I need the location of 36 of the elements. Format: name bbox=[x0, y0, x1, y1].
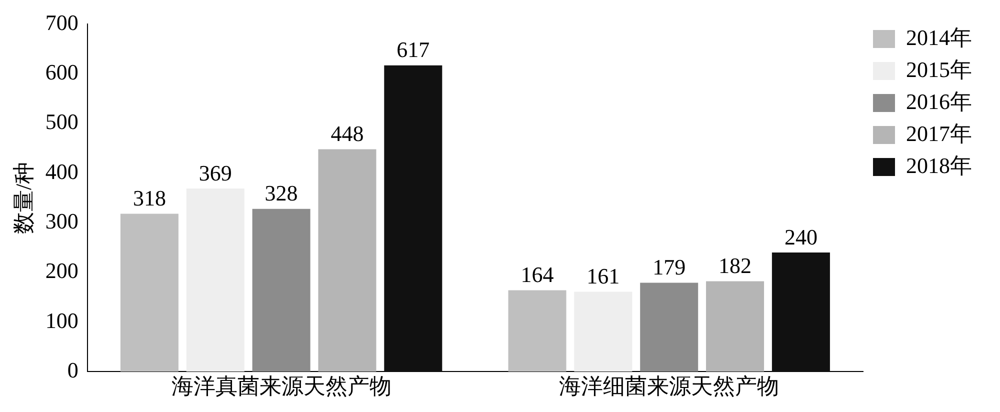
bar bbox=[384, 65, 442, 372]
data-label: 318 bbox=[132, 186, 166, 211]
bar bbox=[772, 252, 830, 372]
legend-label: 2016年 bbox=[906, 88, 972, 114]
data-label: 164 bbox=[520, 262, 554, 287]
bar bbox=[574, 292, 632, 372]
data-label: 617 bbox=[396, 37, 430, 62]
y-tick-label: 400 bbox=[45, 158, 78, 184]
x-tick-label: 海洋细菌来源天然产物 bbox=[559, 374, 780, 399]
bar bbox=[640, 282, 698, 372]
y-tick-label: 200 bbox=[45, 258, 78, 284]
legend-label: 2014年 bbox=[906, 24, 972, 50]
data-label: 182 bbox=[718, 253, 752, 278]
y-tick-label: 700 bbox=[45, 10, 78, 35]
y-tick-label: 0 bbox=[67, 357, 78, 382]
data-label: 369 bbox=[198, 160, 232, 186]
data-label: 328 bbox=[264, 180, 298, 206]
y-tick-label: 300 bbox=[45, 208, 78, 234]
data-label: 161 bbox=[586, 263, 620, 288]
y-tick-label: 100 bbox=[45, 308, 78, 333]
bar bbox=[706, 281, 764, 372]
data-label: 448 bbox=[330, 121, 364, 146]
legend-label: 2017年 bbox=[906, 120, 972, 146]
bar bbox=[120, 214, 178, 372]
bar bbox=[508, 290, 566, 372]
legend-label: 2018年 bbox=[906, 152, 972, 178]
x-tick-label: 海洋真菌来源天然产物 bbox=[171, 374, 392, 399]
y-tick-label: 500 bbox=[45, 109, 78, 134]
bar bbox=[318, 149, 376, 372]
data-label: 240 bbox=[784, 224, 818, 250]
bar bbox=[186, 188, 244, 372]
y-axis-title: 数量/种 bbox=[10, 162, 36, 234]
bar bbox=[252, 208, 310, 372]
y-tick-label: 600 bbox=[45, 60, 78, 85]
legend-label: 2015年 bbox=[906, 56, 972, 82]
data-label: 179 bbox=[652, 254, 686, 280]
